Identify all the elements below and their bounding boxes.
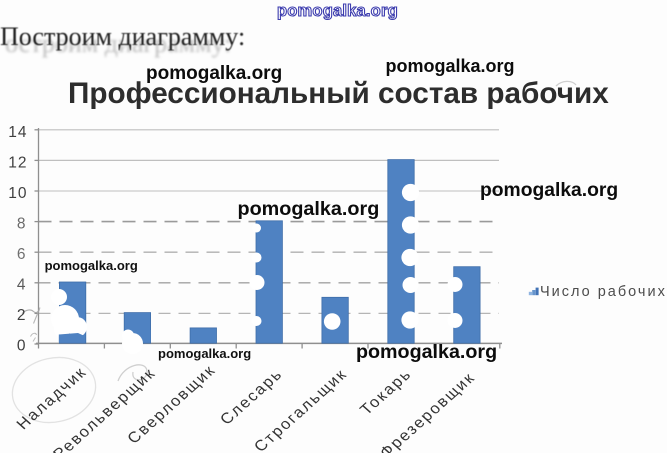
svg-text:4: 4 xyxy=(17,277,27,294)
svg-text:8: 8 xyxy=(17,216,27,233)
svg-text:12: 12 xyxy=(8,155,27,172)
svg-text:2: 2 xyxy=(17,307,27,324)
svg-text:Токарь: Токарь xyxy=(357,366,416,418)
svg-text:14: 14 xyxy=(8,124,27,141)
svg-text:10: 10 xyxy=(8,185,27,202)
svg-text:Слесарь: Слесарь xyxy=(217,366,287,428)
svg-text:Число рабочих: Число рабочих xyxy=(540,284,667,300)
svg-text:6: 6 xyxy=(17,246,27,263)
svg-text:0: 0 xyxy=(17,338,27,355)
